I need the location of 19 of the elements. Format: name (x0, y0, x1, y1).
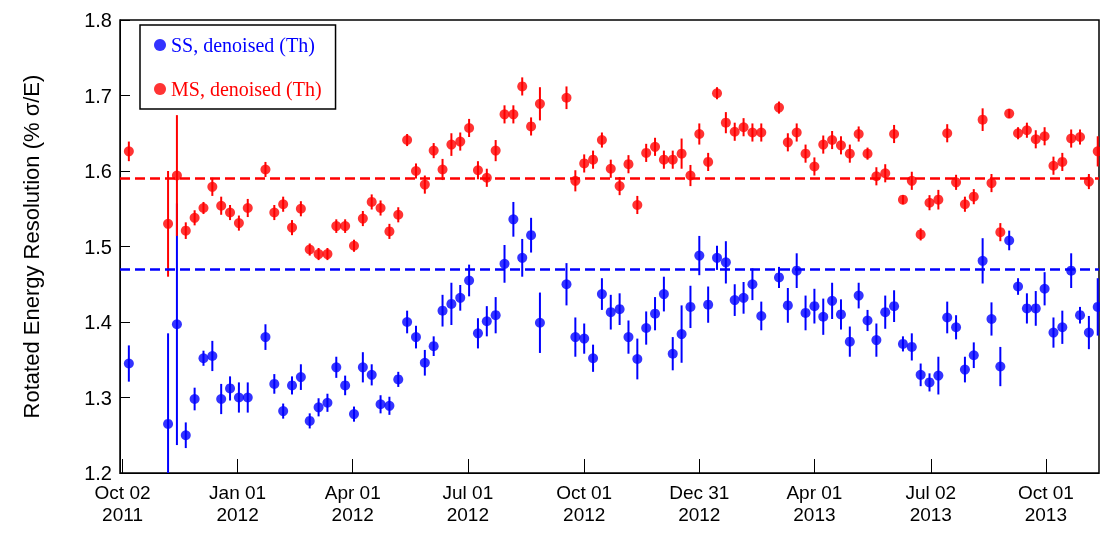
x-tick-label: Jul 02 2013 (905, 481, 957, 525)
legend-label: SS, denoised (Th) (171, 34, 315, 57)
y-tick-label: 1.7 (84, 84, 112, 107)
x-tick-label: Oct 02 2011 (94, 481, 151, 525)
y-tick-label: 1.6 (84, 160, 112, 182)
y-tick-label: 1.4 (84, 311, 112, 333)
x-tick-label: Oct 01 2013 (1017, 481, 1074, 525)
y-tick-label: 1.2 (84, 462, 112, 484)
y-tick-label: 1.8 (84, 9, 112, 31)
x-tick-label: Oct 01 2012 (556, 481, 613, 525)
x-tick-label: Apr 01 2012 (324, 481, 381, 525)
legend-label: MS, denoised (Th) (171, 78, 322, 101)
x-tick-label: Jul 01 2012 (442, 481, 494, 525)
x-tick-label: Jan 01 2012 (209, 481, 267, 525)
x-tick-label: Dec 31 2012 (669, 481, 730, 525)
y-tick-label: 1.3 (84, 386, 112, 409)
y-axis-title: Rotated Energy Resolution (% σ/E) (18, 74, 44, 419)
x-tick-label: Apr 01 2013 (786, 481, 843, 525)
y-tick-label: 1.5 (84, 235, 112, 258)
